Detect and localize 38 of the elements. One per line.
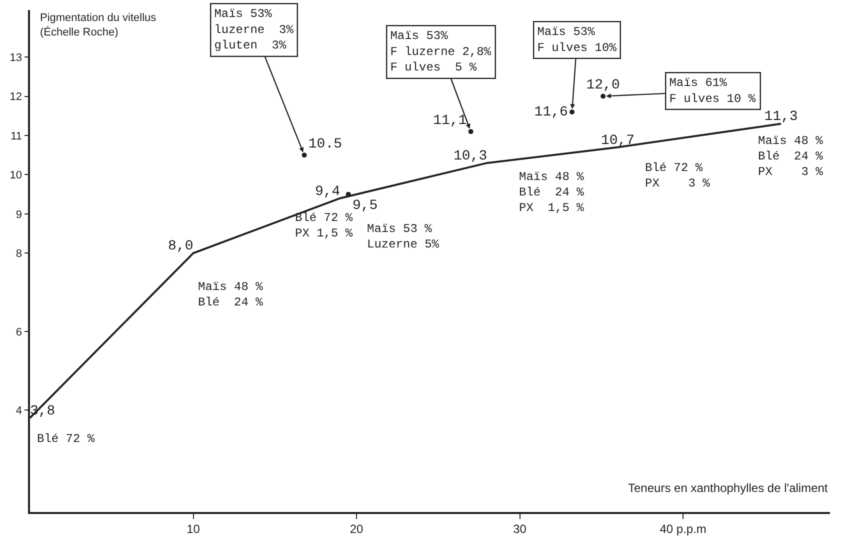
x-axis-title: Teneurs en xanthophylles de l'aliment [628, 481, 828, 495]
y-tick-label: 12 [10, 91, 22, 104]
data-label: 10,7 [600, 132, 635, 149]
annotation: Maïs 53% luzerne 3% gluten 3% [214, 7, 294, 52]
data-label: 11,1 [433, 112, 467, 129]
data-label: 11,6 [534, 104, 568, 120]
x-tick-label: 20 [350, 522, 364, 536]
data-label: 9,5 [352, 198, 378, 214]
data-label: 10,3 [454, 148, 488, 164]
annotation: Maïs 48 % Blé 24 % PX 1,5 % [519, 170, 585, 216]
annotation: Maïs 53% F ulves 10% [537, 25, 618, 55]
data-label: 11,3 [764, 109, 798, 126]
x-tick-label: 10 [186, 522, 200, 536]
data-label: 8,0 [168, 238, 194, 255]
data-label: 10.5 [308, 136, 342, 152]
annotation: Maïs 53% F luzerne 2,8% F ulves 5 % [390, 29, 492, 74]
y-tick-label: 9 [16, 208, 22, 221]
point [570, 109, 575, 114]
point [600, 94, 606, 99]
annotation: Blé 72 % PX 3 % [645, 161, 711, 191]
x-tick-label: 30 [513, 522, 527, 536]
data-label: 9,4 [314, 184, 340, 200]
y-axis-title: Pigmentation du vitellus (Échelle Roche) [40, 12, 157, 38]
x-tick-label: 40 p.p.m [660, 522, 706, 536]
y-tick-label: 8 [16, 248, 22, 260]
y-tick-label: 13 [10, 52, 22, 64]
annotation: Maïs 48 % Blé 24 % PX 3 % [758, 134, 824, 180]
y-tick-label: 10 [10, 170, 22, 182]
y-tick-label: 6 [16, 326, 22, 338]
annotation: Maïs 48 % Blé 24 % [198, 280, 264, 310]
y-tick-label: 11 [10, 130, 22, 142]
data-label: 12,0 [586, 78, 620, 94]
y-tick-label: 4 [16, 404, 22, 417]
annotation: Blé 72 % [37, 432, 96, 446]
annotation: Maïs 61% F ulves 10 % [669, 76, 756, 106]
point [302, 152, 307, 158]
annotation: Maïs 53 % Luzerne 5% [367, 222, 440, 252]
point [468, 129, 474, 134]
